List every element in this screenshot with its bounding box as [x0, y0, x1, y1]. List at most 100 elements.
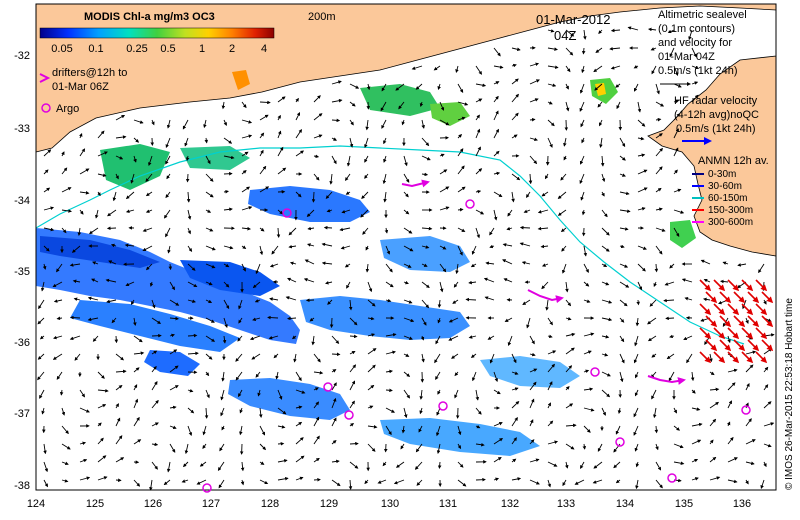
velocity-arrow [142, 227, 153, 232]
velocity-arrow [169, 405, 177, 410]
velocity-arrow [619, 209, 631, 213]
velocity-arrow [493, 81, 500, 85]
velocity-arrow [115, 435, 123, 445]
velocity-arrow [637, 153, 646, 158]
argo-float[interactable] [667, 473, 677, 483]
velocity-arrow [145, 209, 153, 213]
velocity-arrow [437, 299, 442, 308]
velocity-arrow [295, 128, 302, 139]
velocity-arrow [241, 101, 247, 109]
velocity-arrow [669, 263, 675, 269]
velocity-arrow [635, 317, 640, 327]
velocity-arrow [529, 458, 540, 463]
hf-line1: HF radar velocity [674, 95, 758, 107]
velocity-arrow [327, 299, 333, 305]
velocity-arrow [92, 261, 99, 265]
velocity-arrow [673, 65, 679, 77]
velocity-arrow [653, 281, 657, 288]
velocity-arrow [637, 245, 647, 250]
velocity-arrow [673, 461, 685, 465]
velocity-arrow [169, 281, 175, 291]
velocity-arrow [484, 296, 495, 301]
velocity-arrow [673, 443, 684, 449]
argo-float[interactable] [344, 410, 354, 420]
velocity-arrow [547, 363, 555, 373]
velocity-arrow [321, 261, 333, 266]
velocity-arrow [223, 317, 228, 329]
velocity-arrow [181, 479, 189, 483]
argo-float[interactable] [282, 208, 292, 218]
velocity-arrow [238, 299, 243, 310]
velocity-arrow [439, 263, 447, 273]
velocity-arrow [493, 128, 499, 139]
argo-float[interactable] [615, 437, 625, 447]
velocity-arrow [295, 455, 305, 463]
velocity-arrow [457, 116, 466, 121]
velocity-arrow [367, 364, 376, 373]
hf-radar-arrow [727, 351, 740, 364]
argo-float[interactable] [202, 483, 212, 493]
velocity-arrow [72, 279, 81, 284]
argo-float[interactable] [465, 199, 475, 209]
velocity-arrow [295, 150, 305, 157]
argo-legend-icon [41, 103, 51, 113]
velocity-arrows [37, 26, 775, 491]
velocity-arrow [385, 298, 392, 303]
velocity-arrow [309, 317, 315, 322]
velocity-arrow [403, 191, 409, 198]
argo-float[interactable] [323, 382, 333, 392]
velocity-arrow [475, 168, 483, 175]
velocity-arrow [385, 332, 397, 337]
velocity-arrow [237, 335, 243, 342]
velocity-arrow [340, 245, 351, 250]
velocity-arrow [112, 191, 117, 202]
velocity-arrow [384, 227, 389, 234]
velocity-arrow [277, 425, 286, 429]
velocity-arrow [648, 27, 657, 32]
velocity-arrow [79, 458, 88, 463]
velocity-arrow [145, 263, 153, 271]
velocity-arrow [269, 263, 279, 268]
velocity-arrow [257, 389, 261, 397]
velocity-arrow [133, 119, 144, 124]
velocity-arrow [691, 47, 697, 58]
velocity-arrow [348, 479, 353, 490]
velocity-arrow [362, 227, 369, 235]
velocity-arrow [238, 389, 243, 398]
velocity-arrow [541, 281, 549, 290]
velocity-arrow [493, 477, 500, 482]
velocity-arrow [205, 227, 214, 232]
velocity-arrow [511, 417, 518, 427]
velocity-arrow [182, 119, 189, 130]
velocity-arrow [720, 279, 729, 284]
velocity-arrow [204, 407, 209, 419]
velocity-arrow [77, 227, 82, 236]
velocity-arrow [688, 29, 693, 41]
velocity-arrow [275, 371, 279, 380]
velocity-arrow [56, 263, 63, 273]
velocity-arrow [149, 281, 154, 287]
velocity-arrow [203, 119, 207, 129]
velocity-arrow [348, 299, 353, 311]
velocity-arrow [673, 209, 685, 214]
velocity-arrow [580, 461, 585, 469]
velocity-arrow [223, 207, 233, 212]
velocity-arrow [204, 137, 209, 144]
velocity-arrow [537, 226, 549, 231]
anmn-label: 0-30m [708, 169, 736, 180]
velocity-arrow [185, 173, 190, 183]
velocity-arrow [52, 281, 63, 288]
argo-float[interactable] [741, 405, 751, 415]
velocity-arrow [79, 148, 86, 157]
velocity-arrow [760, 479, 765, 489]
velocity-arrow [169, 349, 178, 355]
argo-float[interactable] [590, 367, 600, 377]
velocity-arrow [349, 400, 355, 409]
velocity-arrow [403, 317, 415, 323]
argo-float[interactable] [438, 401, 448, 411]
velocity-arrow [493, 191, 503, 198]
velocity-arrow [619, 281, 630, 288]
velocity-arrow [634, 335, 639, 347]
velocity-arrow [686, 353, 693, 364]
velocity-arrow [331, 137, 337, 141]
